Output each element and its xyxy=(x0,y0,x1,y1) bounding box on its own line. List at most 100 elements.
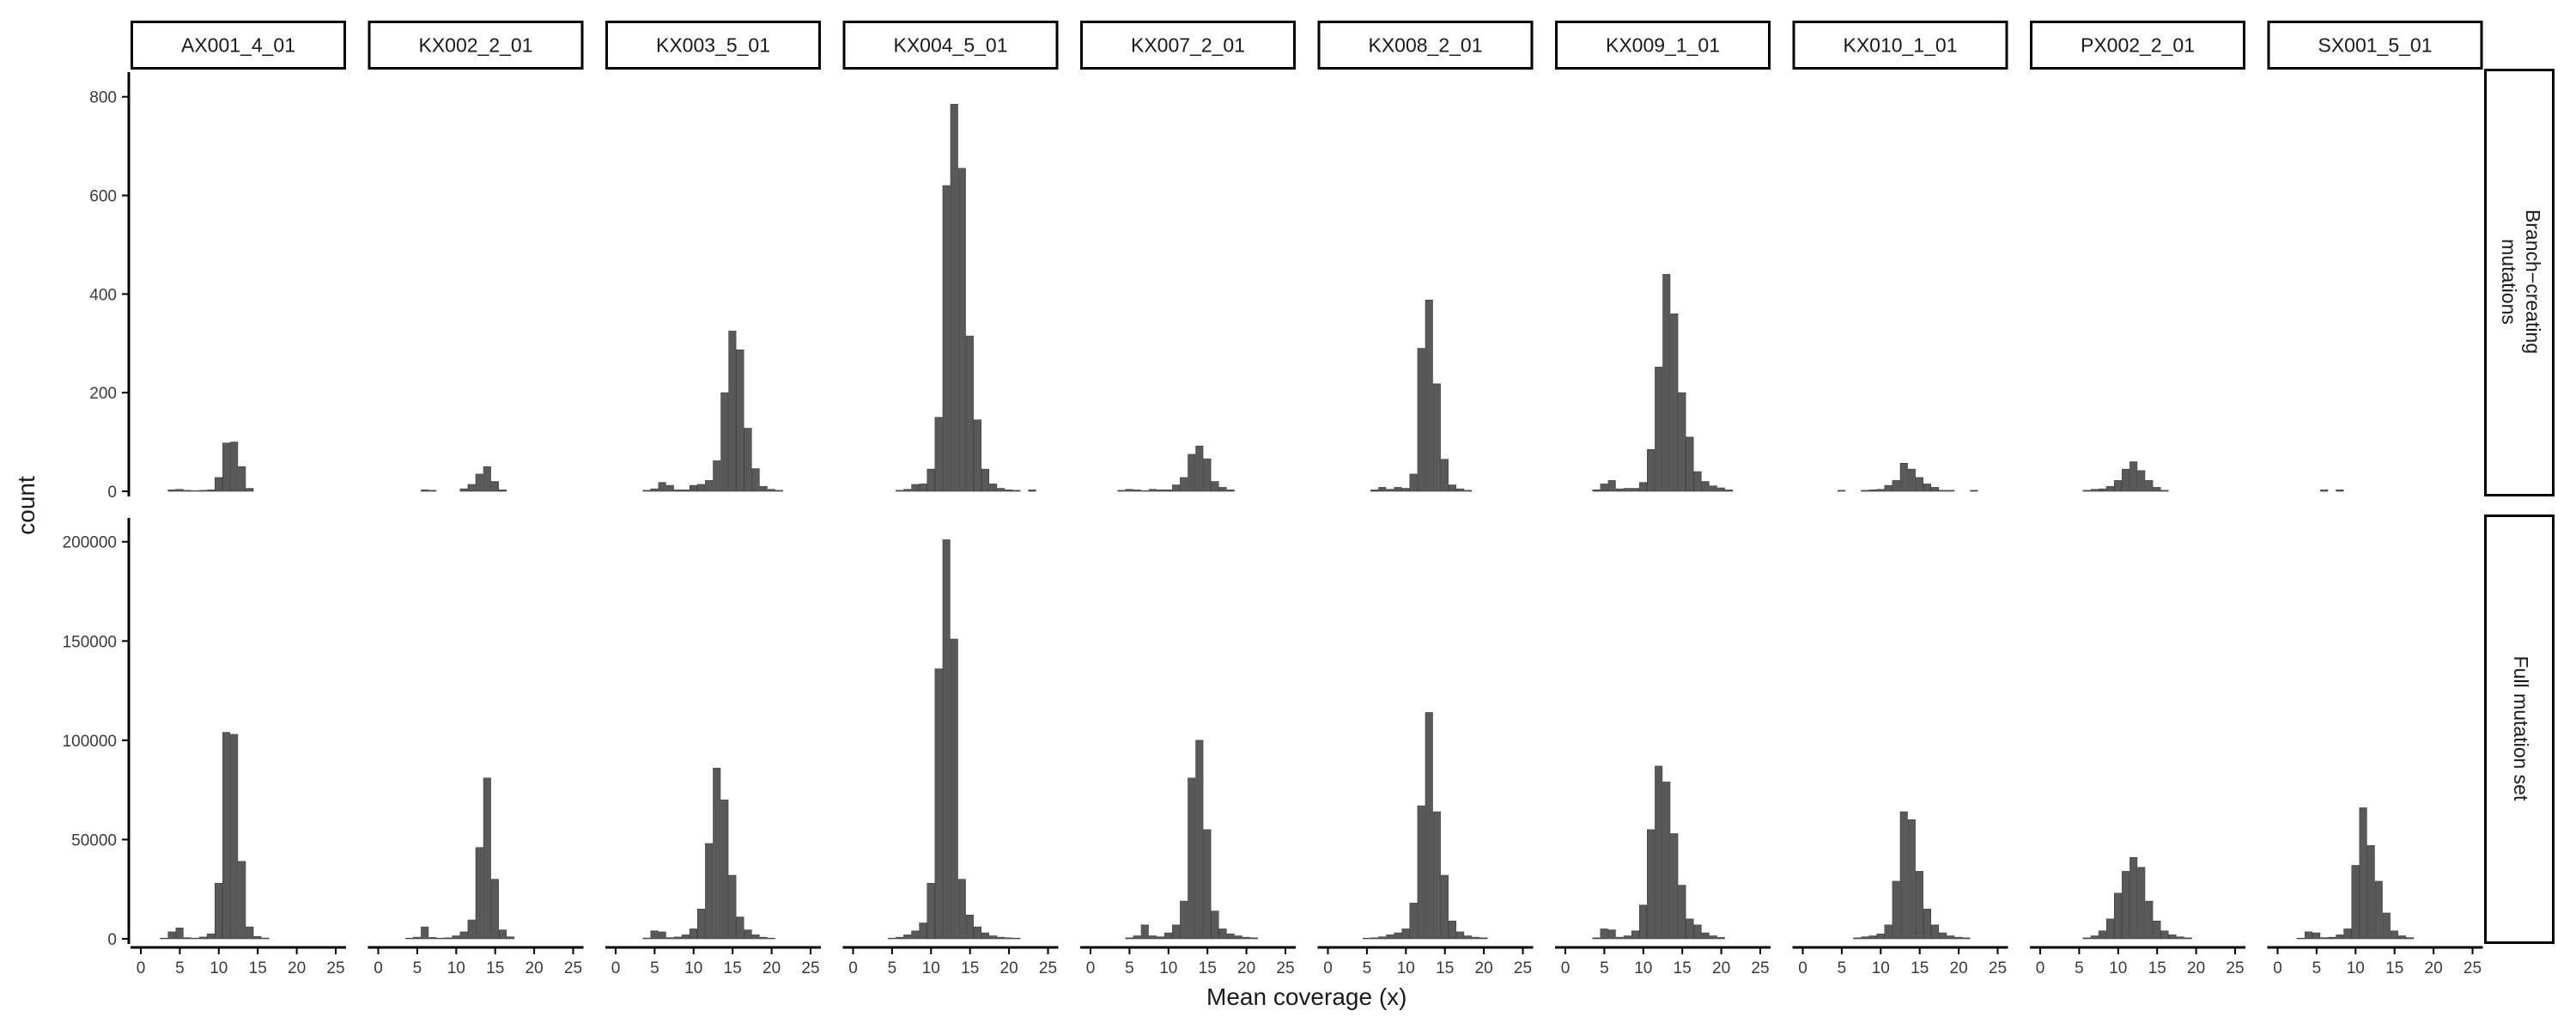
histogram-bar xyxy=(428,490,437,492)
facet-strip xyxy=(1792,21,2008,70)
histogram-bar xyxy=(736,916,744,940)
histogram-bar xyxy=(261,937,270,940)
histogram-bar xyxy=(1693,924,1702,940)
histogram-bar xyxy=(2184,937,2192,940)
histogram-bar xyxy=(1188,454,1196,492)
x-tick-label: 25 xyxy=(1989,959,2007,977)
histogram-bar xyxy=(1939,490,1947,492)
histogram-bar xyxy=(459,931,468,940)
histogram-bar xyxy=(1662,782,1671,940)
histogram-bar xyxy=(2328,936,2336,940)
histogram-bar xyxy=(421,926,429,940)
histogram-bar xyxy=(2090,935,2099,940)
histogram-bar xyxy=(989,484,998,492)
histogram-bar xyxy=(2390,930,2398,940)
histogram-bar xyxy=(214,477,223,492)
histogram-bar xyxy=(1401,488,1410,492)
histogram-bar xyxy=(1962,937,1971,940)
histogram-bar xyxy=(230,734,239,940)
row-strip-label: Branch−creating xyxy=(2522,210,2544,354)
x-tick-label: 15 xyxy=(486,959,504,977)
histogram-bar xyxy=(198,490,207,492)
histogram-bar xyxy=(2137,867,2146,940)
histogram-bar xyxy=(1701,481,1710,492)
histogram-bar xyxy=(2082,937,2091,940)
histogram-bar xyxy=(1211,910,1219,940)
histogram-bar xyxy=(507,936,515,940)
histogram-bar xyxy=(1631,930,1639,940)
histogram-bar xyxy=(950,638,958,940)
x-tick-label: 20 xyxy=(1000,959,1018,977)
x-tick-label: 10 xyxy=(1397,959,1415,977)
histogram-bar xyxy=(1592,937,1601,940)
histogram-bar xyxy=(767,489,775,492)
histogram-bar xyxy=(222,442,231,492)
x-tick-label: 0 xyxy=(1086,959,1096,977)
histogram-bar xyxy=(421,489,429,492)
histogram-bar xyxy=(1947,935,1955,940)
x-tick-label: 5 xyxy=(1838,959,1847,977)
x-tick-label: 0 xyxy=(2273,959,2282,977)
x-tick-label: 20 xyxy=(2187,959,2205,977)
histogram-bar xyxy=(1464,935,1473,940)
histogram-bar xyxy=(1923,484,1932,492)
histogram-bar xyxy=(1163,489,1173,492)
x-tick-label: 20 xyxy=(1950,959,1968,977)
histogram-bar xyxy=(744,428,752,492)
histogram-bar xyxy=(452,935,460,940)
histogram-bar xyxy=(1125,937,1133,940)
x-tick-label: 20 xyxy=(526,959,544,977)
histogram-bar xyxy=(1242,936,1250,940)
x-tick-label: 15 xyxy=(2385,959,2403,977)
histogram-bar xyxy=(1363,937,1371,940)
histogram-bar xyxy=(459,488,468,492)
histogram-bar xyxy=(206,489,215,492)
histogram-bar xyxy=(919,484,927,492)
histogram-bar xyxy=(896,936,904,940)
x-tick-label: 5 xyxy=(175,959,185,977)
histogram-bar xyxy=(1947,490,1955,492)
histogram-bar xyxy=(2359,807,2367,940)
histogram-bar xyxy=(1686,436,1694,492)
histogram-bar xyxy=(1954,936,1963,940)
histogram-bar xyxy=(2366,845,2375,940)
histogram-bar xyxy=(775,490,783,492)
histogram-bar xyxy=(1117,490,1126,492)
histogram-bar xyxy=(919,922,927,940)
histogram-bar xyxy=(650,488,659,492)
histogram-bar xyxy=(206,933,215,940)
histogram-bar xyxy=(2098,930,2106,940)
histogram-bar xyxy=(1670,833,1679,940)
histogram-bar xyxy=(934,668,943,940)
histogram-bar xyxy=(957,879,966,940)
x-tick-label: 15 xyxy=(2148,959,2166,977)
histogram-bar xyxy=(1876,489,1885,492)
histogram-bar xyxy=(997,488,1005,492)
histogram-bar xyxy=(246,488,254,492)
histogram-bar xyxy=(191,490,199,492)
histogram-bar xyxy=(483,466,491,492)
histogram-bar xyxy=(2153,487,2161,492)
histogram-bar xyxy=(713,767,721,940)
y-tick-label: 200000 xyxy=(63,534,117,552)
histogram-bar xyxy=(191,937,199,940)
histogram-bar xyxy=(1709,485,1717,492)
x-tick-label: 0 xyxy=(1798,959,1807,977)
histogram-bar xyxy=(2176,936,2184,940)
x-tick-label: 15 xyxy=(961,959,979,977)
histogram-bar xyxy=(1226,489,1235,492)
histogram-bar xyxy=(1012,937,1021,940)
y-tick-label: 100000 xyxy=(63,733,117,751)
histogram-bar xyxy=(253,935,262,940)
histogram-bar xyxy=(1005,489,1013,492)
histogram-bar xyxy=(1907,468,1916,492)
histogram-bar xyxy=(1425,299,1433,492)
histogram-bar xyxy=(1386,489,1394,492)
histogram-bar xyxy=(1448,920,1457,940)
facet-strip xyxy=(2267,21,2483,70)
histogram-bar xyxy=(1409,903,1418,940)
x-tick-label: 15 xyxy=(1436,959,1454,977)
histogram-bar xyxy=(1638,904,1648,940)
histogram-bar xyxy=(1432,811,1441,940)
facet-strip xyxy=(842,21,1059,70)
